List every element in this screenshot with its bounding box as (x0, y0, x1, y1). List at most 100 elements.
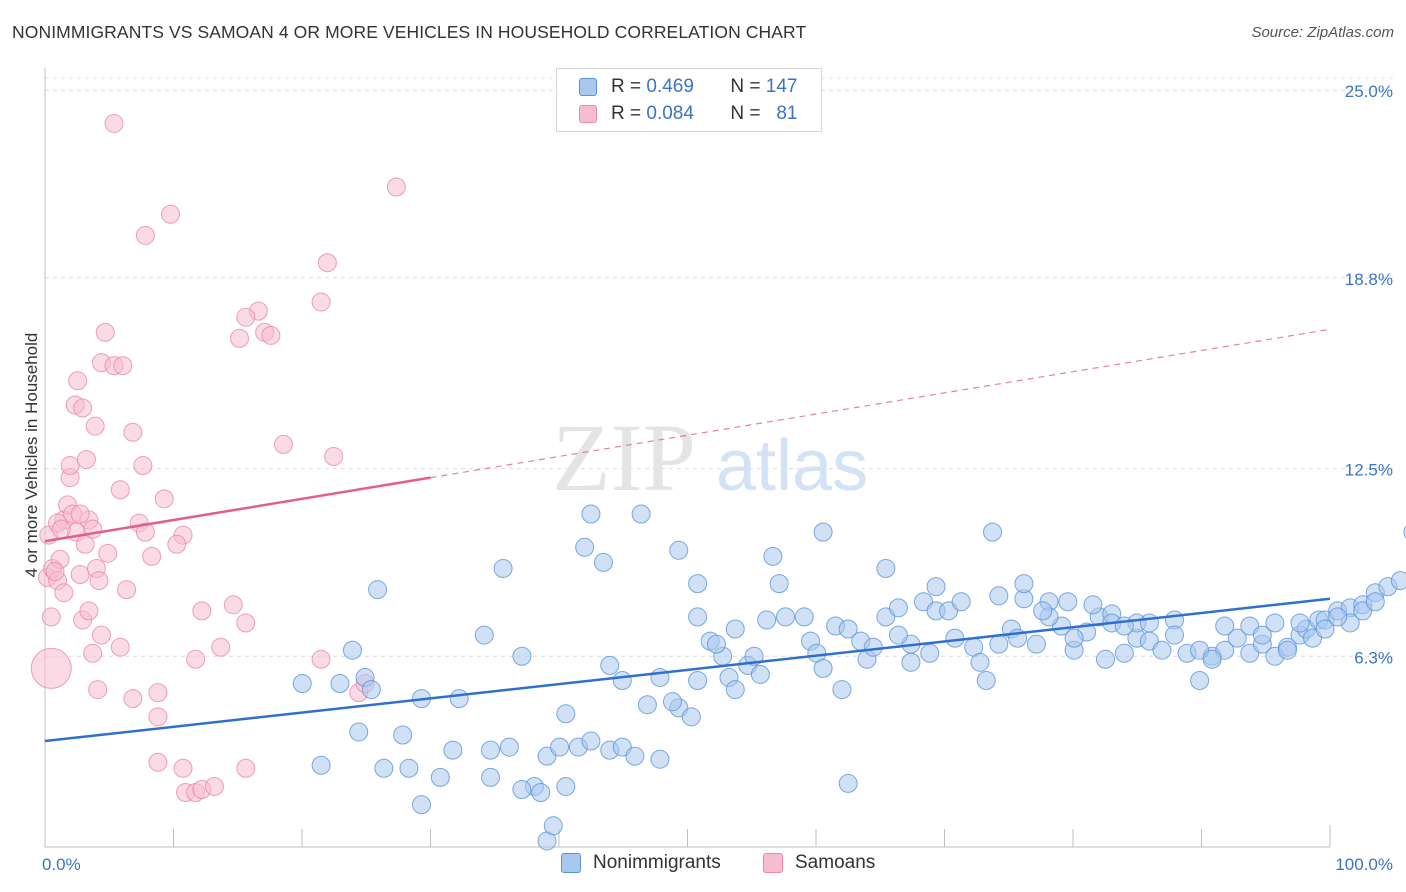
legend-swatch-blue (579, 78, 597, 96)
nonimmigrants-point (1165, 625, 1184, 645)
tick-labels: 6.3% 12.5% 18.8% 25.0% 0.0% 100.0% (42, 82, 1393, 874)
y-tick-label: 25.0% (1345, 82, 1393, 101)
nonimmigrants-point (1215, 616, 1235, 636)
samoans-point (148, 707, 168, 727)
y-axis-label: 4 or more Vehicles in Household (22, 333, 41, 578)
samoans-point (236, 613, 256, 633)
nonimmigrants-point (292, 674, 312, 694)
nonimmigrants-point (832, 680, 852, 700)
samoans-point (117, 580, 137, 600)
trendlines (44, 328, 1331, 743)
nonimmigrants-point (443, 740, 463, 760)
samoans-point (110, 637, 130, 657)
samoans-point (230, 328, 250, 348)
nonimmigrants-point (669, 540, 689, 560)
correlation-legend: R = 0.469 N = 147 R = 0.084 N = 81 (556, 68, 822, 132)
samoans-trendline-extension (430, 328, 1331, 479)
samoans-point (273, 434, 293, 454)
nonimmigrants-point (794, 607, 814, 627)
nonimmigrants-point (499, 737, 519, 757)
nonimmigrants-point (342, 640, 362, 660)
nonimmigrants-point (775, 607, 795, 627)
samoans-point (154, 489, 174, 509)
samoans-point (261, 325, 281, 345)
nonimmigrants-point (725, 619, 745, 639)
legend-r-label: R = (611, 103, 642, 124)
samoans-point (95, 322, 115, 342)
samoans-point (54, 583, 74, 603)
nonimmigrants-point (838, 773, 858, 793)
legend-item-nonimmigrants[interactable]: Nonimmigrants (561, 852, 721, 874)
watermark-zip: ZIP (552, 404, 696, 511)
samoans-point (135, 225, 155, 245)
nonimmigrants-point (449, 689, 469, 709)
samoans-point (91, 625, 111, 645)
x-tick-label: 0.0% (42, 855, 81, 874)
nonimmigrants-point (763, 546, 783, 566)
nonimmigrants-point (1277, 640, 1297, 660)
nonimmigrants-point (725, 680, 745, 700)
legend-n-label: N = (730, 103, 761, 124)
nonimmigrants-point (581, 731, 601, 751)
series-legend: Nonimmigrants Samoans (0, 852, 1406, 876)
legend-swatch-pink (579, 105, 597, 123)
y-tick-label: 18.8% (1345, 270, 1393, 289)
nonimmigrants-point (600, 655, 620, 675)
samoans-point (73, 398, 93, 418)
nonimmigrants-point (1152, 640, 1172, 660)
nonimmigrants-point (951, 592, 971, 612)
chart-title: NONIMMIGRANTS VS SAMOAN 4 OR MORE VEHICL… (12, 22, 807, 42)
samoans-point (135, 522, 155, 542)
samoans-point (161, 204, 180, 224)
nonimmigrants-trendline (44, 597, 1331, 743)
nonimmigrants-point (361, 680, 381, 700)
samoans-point (79, 601, 99, 621)
samoans-trendline (44, 476, 431, 543)
nonimmigrants-point (1390, 571, 1406, 591)
y-tick-label: 6.3% (1354, 648, 1393, 667)
samoans-point (41, 607, 61, 627)
nonimmigrants-point (474, 625, 494, 645)
samoans-point (45, 562, 65, 582)
watermark-atlas: atlas (716, 426, 868, 506)
samoans-point (186, 649, 206, 669)
nonimmigrants-point (374, 758, 394, 778)
samoans-point (192, 601, 212, 621)
nonimmigrants-point (349, 722, 369, 742)
legend-swatch-blue (561, 853, 581, 873)
nonimmigrants-point (581, 504, 601, 524)
samoans-point (211, 637, 231, 657)
samoans-point (236, 307, 256, 327)
x-tick-label: 100.0% (1335, 855, 1393, 874)
nonimmigrants-point (1365, 592, 1385, 612)
nonimmigrants-point (512, 779, 532, 799)
nonimmigrants-point (593, 552, 613, 572)
samoans-point (317, 253, 337, 273)
samoans-point (113, 356, 133, 376)
nonimmigrants-point (888, 625, 908, 645)
legend-swatch-pink (763, 853, 783, 873)
nonimmigrants-point (1252, 625, 1272, 645)
nonimmigrants-point (989, 634, 1009, 654)
nonimmigrants-point (330, 674, 350, 694)
samoans-point (142, 546, 162, 566)
legend-item-samoans[interactable]: Samoans (763, 852, 875, 874)
watermark: ZIP atlas (552, 404, 868, 511)
samoans-point (70, 504, 90, 524)
samoans-point (76, 449, 96, 469)
nonimmigrants-point (813, 522, 833, 542)
samoans-point (386, 177, 406, 197)
y-tick-label: 12.5% (1345, 461, 1393, 480)
samoans-point (311, 292, 331, 312)
nonimmigrants-point (1083, 595, 1103, 615)
nonimmigrants-points (292, 504, 1406, 851)
legend-n-value: 147 (765, 76, 798, 97)
nonimmigrants-point (430, 767, 450, 787)
samoans-point (70, 565, 90, 585)
legend-label: Samoans (795, 852, 876, 873)
samoans-point (148, 752, 168, 772)
nonimmigrants-point (368, 580, 388, 600)
nonimmigrants-point (1265, 613, 1285, 633)
nonimmigrants-point (1202, 649, 1222, 669)
nonimmigrants-point (1227, 628, 1247, 648)
